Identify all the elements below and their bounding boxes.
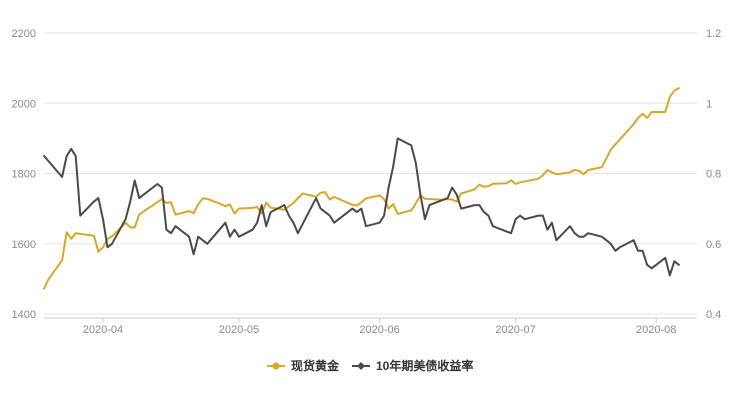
y-left-tick-label: 2200 bbox=[12, 28, 36, 40]
legend-label: 10年期美债收益率 bbox=[376, 358, 473, 373]
x-tick-label: 2020-06 bbox=[359, 324, 399, 336]
y-left-tick-label: 1800 bbox=[12, 169, 36, 181]
grid-lines bbox=[44, 32, 697, 315]
y-left-tick-label: 1600 bbox=[12, 239, 36, 251]
x-axis: 2020-04 2020-05 2020-06 2020-07 2020-08 bbox=[44, 317, 697, 336]
y-left-tick-label: 1400 bbox=[12, 309, 36, 321]
series-line-0 bbox=[43, 87, 680, 290]
legend-item-1[interactable]: 10年期美债收益率 bbox=[352, 358, 473, 373]
y-right-tick-label: 1.2 bbox=[706, 28, 721, 40]
y-left-tick-label: 2000 bbox=[12, 98, 36, 110]
y-axis-right: 0.4 0.6 0.8 1 1.2 bbox=[706, 28, 721, 321]
legend-label: 现货黄金 bbox=[291, 358, 340, 373]
series-line-1 bbox=[43, 137, 680, 277]
legend-item-0[interactable]: 现货黄金 bbox=[267, 358, 340, 373]
x-tick-label: 2020-05 bbox=[219, 324, 259, 336]
series-group bbox=[43, 87, 680, 290]
y-right-tick-label: 0.8 bbox=[706, 169, 721, 181]
y-right-tick-label: 1 bbox=[706, 98, 712, 110]
legend-circle-marker bbox=[272, 362, 280, 370]
legend[interactable]: 现货黄金 10年期美债收益率 bbox=[267, 358, 473, 373]
y-right-tick-label: 0.4 bbox=[706, 309, 721, 321]
x-tick-label: 2020-04 bbox=[83, 324, 123, 336]
y-axis-left: 1400 1600 1800 2000 2200 bbox=[12, 28, 36, 321]
legend-diamond-marker bbox=[357, 362, 365, 370]
y-right-tick-label: 0.6 bbox=[706, 239, 721, 251]
x-tick-label: 2020-08 bbox=[636, 324, 676, 336]
x-tick-label: 2020-07 bbox=[495, 324, 535, 336]
